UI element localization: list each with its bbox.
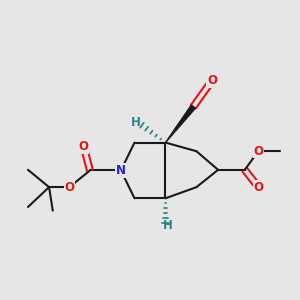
Text: H: H: [163, 219, 173, 232]
Polygon shape: [166, 105, 195, 142]
Text: O: O: [64, 181, 74, 194]
Text: O: O: [254, 145, 263, 158]
Text: O: O: [254, 181, 263, 194]
Text: H: H: [131, 116, 141, 129]
Text: O: O: [79, 140, 89, 153]
Text: N: N: [116, 164, 126, 177]
Text: O: O: [207, 74, 217, 87]
